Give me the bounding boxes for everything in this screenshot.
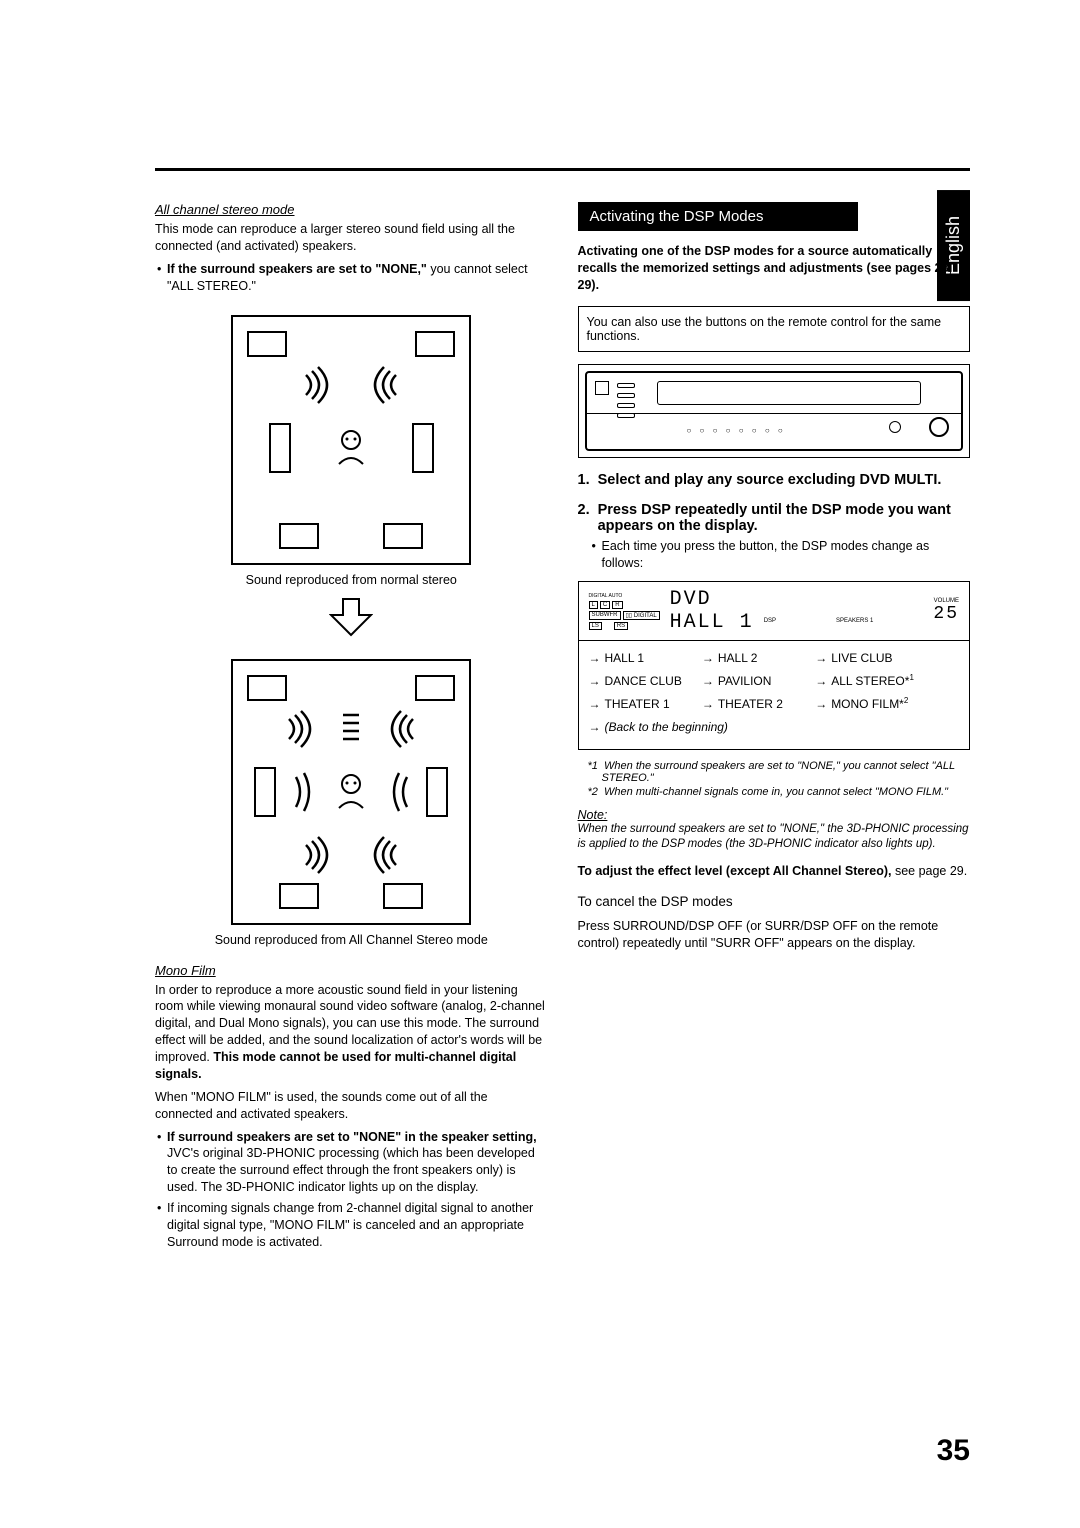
note-label: Note: xyxy=(578,808,971,822)
speaker-icon xyxy=(383,883,423,909)
mode-item: THEATER 1 xyxy=(605,697,670,711)
mode-sequence: →HALL 1 →HALL 2 →LIVE CLUB →DANCE CLUB →… xyxy=(579,641,970,748)
lcd-indicators: DIGITAL AUTO LCR SUBWFR▯▯ DIGITAL LSRS xyxy=(589,593,660,630)
speaker-icon xyxy=(415,675,455,701)
mono-film-body: In order to reproduce a more acoustic so… xyxy=(155,982,548,1083)
mode-item: THEATER 2 xyxy=(718,697,783,711)
mono-bullet1: If surround speakers are set to "NONE" i… xyxy=(155,1129,548,1197)
speaker-icon xyxy=(254,767,276,817)
button-row-icon: ○ ○ ○ ○ ○ ○ ○ ○ xyxy=(687,426,786,435)
mode-item: LIVE CLUB xyxy=(831,651,892,665)
speaker-icon xyxy=(247,331,287,357)
lcd-volume: 25 xyxy=(933,604,959,624)
volume-knob-icon xyxy=(929,417,949,437)
sound-wave-icon xyxy=(373,709,423,759)
mode-item: ALL STEREO* xyxy=(831,674,909,688)
cancel-body: Press SURROUND/DSP OFF (or SURR/DSP OFF … xyxy=(578,918,971,952)
speaker-icon xyxy=(247,675,287,701)
page-content: All channel stereo mode This mode can re… xyxy=(0,0,1080,1315)
lcd-mode: HALL 1 xyxy=(670,611,754,634)
step-1-text: Select and play any source excluding DVD… xyxy=(598,472,942,488)
remote-info-box: You can also use the buttons on the remo… xyxy=(578,306,971,352)
sound-wave-icon xyxy=(356,825,406,875)
mono-p2: When "MONO FILM" is used, the sounds com… xyxy=(155,1089,548,1123)
speaker-icon xyxy=(279,883,319,909)
sound-wave-icon xyxy=(296,825,346,875)
speaker-icon xyxy=(426,767,448,817)
speaker-icon xyxy=(415,331,455,357)
receiver-illustration: ○ ○ ○ ○ ○ ○ ○ ○ xyxy=(578,364,971,458)
footnote-1: *1 When the surround speakers are set to… xyxy=(578,760,971,784)
mode-item: HALL 2 xyxy=(718,651,758,665)
diagram1-caption: Sound reproduced from normal stereo xyxy=(155,573,548,587)
mode-item: HALL 1 xyxy=(605,651,645,665)
sound-wave-icon xyxy=(356,365,406,415)
power-button-icon xyxy=(595,381,609,395)
lcd-dsp-label: DSP xyxy=(764,618,776,624)
display-panel-icon xyxy=(657,381,922,405)
back-to-beginning: (Back to the beginning) xyxy=(605,720,728,734)
lcd-speakers-label: SPEAKERS 1 xyxy=(836,618,873,624)
all-channel-stereo-diagram xyxy=(231,659,471,925)
listener-icon xyxy=(333,428,369,468)
mono-film-title: Mono Film xyxy=(155,963,548,978)
adjust-rest: see page 29. xyxy=(891,864,967,878)
page-number: 35 xyxy=(937,1434,970,1468)
lcd-display: DIGITAL AUTO LCR SUBWFR▯▯ DIGITAL LSRS D… xyxy=(579,582,970,641)
mode-item: DANCE CLUB xyxy=(605,674,682,688)
stereo-bullet-bold: If the surround speakers are set to "NON… xyxy=(167,262,427,276)
cancel-heading: To cancel the DSP modes xyxy=(578,893,971,911)
left-column: All channel stereo mode This mode can re… xyxy=(155,202,548,1255)
adjust-text: To adjust the effect level (except All C… xyxy=(578,863,971,880)
stereo-mode-body: This mode can reproduce a larger stereo … xyxy=(155,221,548,255)
knob-icon xyxy=(889,421,901,433)
step-num: 1. xyxy=(578,472,590,488)
note-text: When the surround speakers are set to "N… xyxy=(578,822,971,853)
footnote-text: When multi-channel signals come in, you … xyxy=(604,786,948,798)
sound-wave-icon xyxy=(290,767,320,817)
mono-bullet2: If incoming signals change from 2-channe… xyxy=(155,1200,548,1251)
step-2-sub: Each time you press the button, the DSP … xyxy=(578,538,971,572)
sound-wave-center-icon xyxy=(339,709,363,759)
step-2: 2. Press DSP repeatedly until the DSP mo… xyxy=(578,502,971,534)
adjust-bold: To adjust the effect level (except All C… xyxy=(578,864,892,878)
dsp-modes-box: DIGITAL AUTO LCR SUBWFR▯▯ DIGITAL LSRS D… xyxy=(578,581,971,749)
footnote-num: *1 xyxy=(588,760,598,772)
stereo-mode-title: All channel stereo mode xyxy=(155,202,548,217)
sound-wave-icon xyxy=(279,709,329,759)
step-1: 1. Select and play any source excluding … xyxy=(578,472,971,488)
mode-item: PAVILION xyxy=(718,674,772,688)
speaker-icon xyxy=(269,423,291,473)
speaker-icon xyxy=(279,523,319,549)
mono-bullet1-rest: JVC's original 3D-PHONIC processing (whi… xyxy=(167,1146,535,1194)
speaker-icon xyxy=(383,523,423,549)
diagram2-caption: Sound reproduced from All Channel Stereo… xyxy=(155,933,548,947)
section-heading: Activating the DSP Modes xyxy=(578,202,858,231)
normal-stereo-diagram xyxy=(231,315,471,565)
speaker-icon xyxy=(412,423,434,473)
step-2-text: Press DSP repeatedly until the DSP mode … xyxy=(598,502,970,534)
footnote-2: *2 When multi-channel signals come in, y… xyxy=(578,786,971,798)
lcd-source: DVD xyxy=(670,588,754,611)
step-num: 2. xyxy=(578,502,590,534)
listener-icon xyxy=(333,772,369,812)
right-column: Activating the DSP Modes Activating one … xyxy=(578,202,971,1255)
intro-text: Activating one of the DSP modes for a so… xyxy=(578,243,971,294)
stereo-bullet: If the surround speakers are set to "NON… xyxy=(155,261,548,295)
sound-wave-icon xyxy=(296,365,346,415)
footnote-text: When the surround speakers are set to "N… xyxy=(602,760,955,784)
mode-item: MONO FILM* xyxy=(831,697,904,711)
footnote-num: *2 xyxy=(588,786,598,798)
sound-wave-icon xyxy=(383,767,413,817)
mono-bullet1-bold: If surround speakers are set to "NONE" i… xyxy=(167,1130,537,1144)
arrow-down-icon xyxy=(155,597,548,639)
lcd-text: DVD HALL 1 xyxy=(670,588,754,634)
